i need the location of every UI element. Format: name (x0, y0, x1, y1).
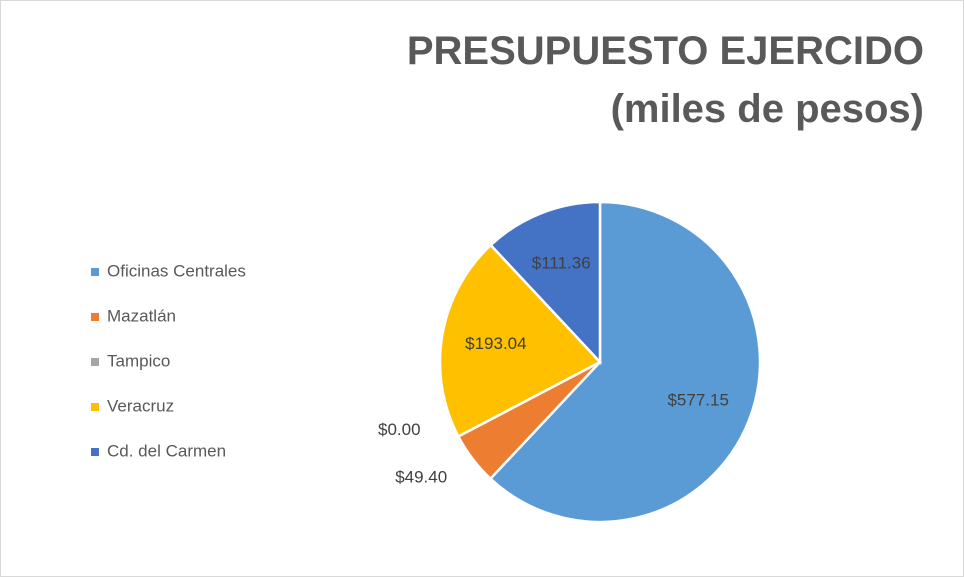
legend-label: Tampico (107, 351, 170, 370)
legend-label: Oficinas Centrales (107, 261, 246, 280)
legend-swatch (91, 268, 99, 276)
data-label: $111.36 (532, 253, 591, 272)
legend-swatch (91, 403, 99, 411)
legend-label: Cd. del Carmen (107, 441, 226, 460)
legend-swatch (91, 448, 99, 456)
legend-label: Veracruz (107, 396, 174, 415)
data-label: $193.04 (465, 334, 526, 353)
legend-label: Mazatlán (107, 306, 176, 325)
chart-title: PRESUPUESTO EJERCIDO (miles de pesos) (406, 29, 924, 131)
pie-slice (488, 200, 602, 366)
data-label: $0.00 (378, 420, 421, 439)
legend-swatch (91, 313, 99, 321)
pie-slice (488, 200, 762, 524)
data-label: $49.40 (395, 468, 447, 487)
pie-slice (438, 243, 603, 439)
legend-swatch (91, 358, 99, 366)
data-label: $577.15 (667, 390, 728, 409)
